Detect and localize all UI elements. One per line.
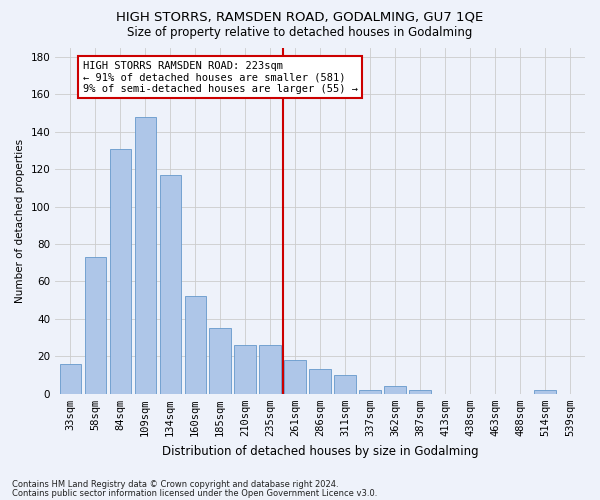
Bar (209, 328, 231, 394)
Bar (160, 175, 181, 394)
Text: Contains public sector information licensed under the Open Government Licence v3: Contains public sector information licen… (12, 488, 377, 498)
Bar (359, 390, 380, 394)
Text: HIGH STORRS, RAMSDEN ROAD, GODALMING, GU7 1QE: HIGH STORRS, RAMSDEN ROAD, GODALMING, GU… (116, 11, 484, 24)
Bar (409, 390, 431, 394)
Y-axis label: Number of detached properties: Number of detached properties (15, 138, 25, 302)
Bar (185, 296, 206, 394)
Bar (85, 257, 106, 394)
Text: HIGH STORRS RAMSDEN ROAD: 223sqm
← 91% of detached houses are smaller (581)
9% o: HIGH STORRS RAMSDEN ROAD: 223sqm ← 91% o… (83, 60, 358, 94)
Bar (110, 148, 131, 394)
Bar (385, 386, 406, 394)
Bar (334, 375, 356, 394)
Bar (134, 117, 156, 394)
Bar (310, 370, 331, 394)
Bar (59, 364, 81, 394)
Bar (235, 345, 256, 394)
Text: Contains HM Land Registry data © Crown copyright and database right 2024.: Contains HM Land Registry data © Crown c… (12, 480, 338, 489)
Text: Size of property relative to detached houses in Godalming: Size of property relative to detached ho… (127, 26, 473, 39)
Bar (284, 360, 306, 394)
Bar (259, 345, 281, 394)
X-axis label: Distribution of detached houses by size in Godalming: Distribution of detached houses by size … (162, 444, 478, 458)
Bar (535, 390, 556, 394)
